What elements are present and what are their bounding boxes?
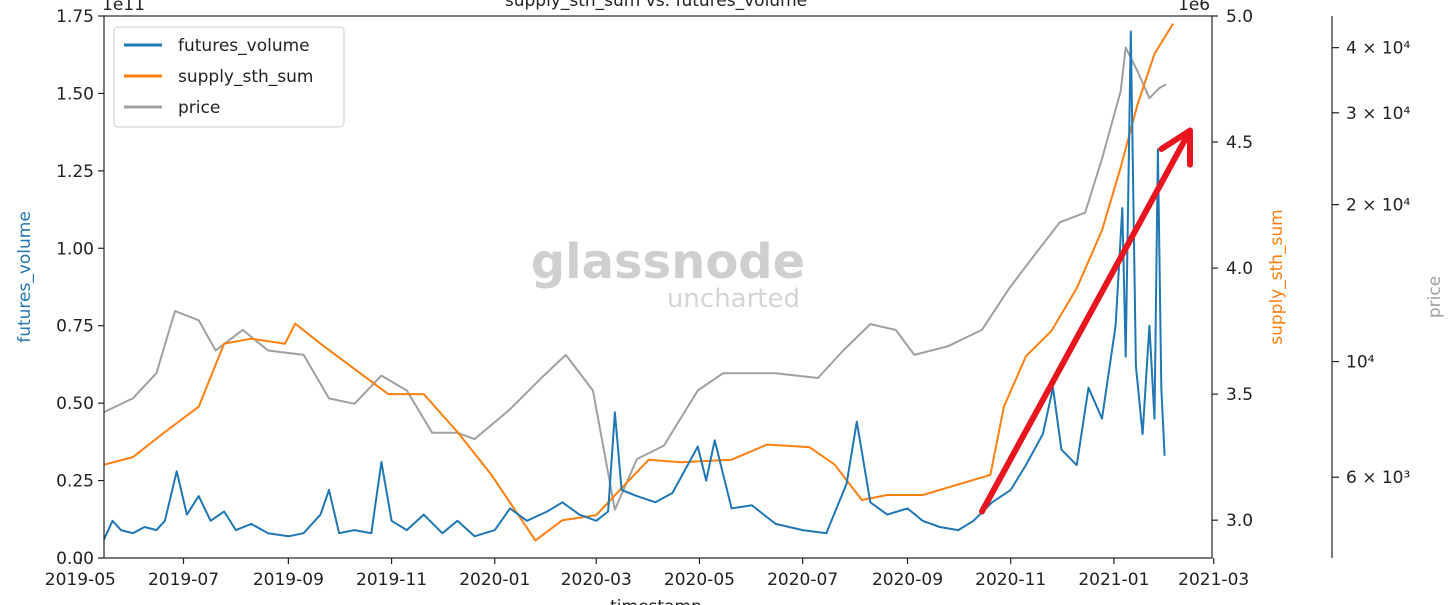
left-axis-label: futures_volume (15, 211, 35, 343)
price-tick-label: 10⁴ (1346, 353, 1375, 373)
series-line-supply-sth-sum (103, 23, 1174, 542)
left-tick-label: 1.25 (56, 162, 94, 182)
right-axis-label: supply_sth_sum (1267, 209, 1287, 345)
left-tick-label: 1.50 (56, 84, 94, 104)
x-tick-label: 2020-07 (767, 570, 838, 590)
watermark-main: glassnode (531, 234, 805, 290)
right-tick-label: 3.5 (1226, 385, 1253, 405)
x-tick-label: 2019-05 (45, 570, 116, 590)
right-axis-offset: 1e6 (1178, 0, 1210, 15)
left-tick-label: 0.75 (56, 317, 94, 337)
plot-frame (103, 15, 1213, 559)
price-tick-label: 4 × 10⁴ (1346, 39, 1410, 59)
x-tick-label: 2019-11 (356, 570, 427, 590)
trend-arrow-head (1158, 127, 1194, 168)
legend-label-futures-volume: futures_volume (178, 36, 310, 56)
legend-label-supply-sth-sum: supply_sth_sum (178, 67, 314, 87)
series-line-price (103, 46, 1167, 511)
x-tick-label: 2020-03 (561, 570, 632, 590)
x-tick-label: 2019-09 (253, 570, 324, 590)
left-axis-offset: 1e11 (102, 0, 145, 15)
x-tick-label: 2020-01 (459, 570, 530, 590)
left-tick-label: 1.00 (56, 239, 94, 259)
price-tick-label: 2 × 10⁴ (1346, 196, 1410, 216)
right-tick-label: 5.0 (1226, 7, 1253, 27)
x-tick-label: 2021-01 (1078, 570, 1149, 590)
legend-label-price: price (178, 98, 220, 118)
price-tick-label: 6 × 10³ (1346, 468, 1410, 488)
left-tick-label: 0.25 (56, 472, 94, 492)
price-axis-label: price (1425, 276, 1445, 318)
series-line-futures-volume (103, 30, 1166, 540)
left-tick-label: 1.75 (56, 7, 94, 27)
price-tick-label: 3 × 10⁴ (1346, 104, 1410, 124)
x-tick-label: 2020-11 (975, 570, 1046, 590)
x-tick-label: 2019-07 (148, 570, 219, 590)
x-tick-label: 2020-09 (872, 570, 943, 590)
left-tick-label: 0.50 (56, 394, 94, 414)
x-axis-label: timestamp (610, 597, 702, 605)
trend-arrow-shaft (978, 127, 1194, 515)
left-tick-label: 0.00 (56, 549, 94, 569)
watermark: glassnode uncharted (531, 234, 805, 314)
chart-title: supply_sth_sum vs. futures_volume (505, 0, 807, 11)
right-tick-label: 3.0 (1226, 511, 1253, 531)
right-tick-label: 4.5 (1226, 133, 1253, 153)
watermark-sub: uncharted (667, 284, 800, 314)
x-tick-label: 2020-05 (664, 570, 735, 590)
legend-box (113, 26, 345, 128)
right-tick-label: 4.0 (1226, 259, 1253, 279)
x-tick-label: 2021-03 (1178, 570, 1249, 590)
